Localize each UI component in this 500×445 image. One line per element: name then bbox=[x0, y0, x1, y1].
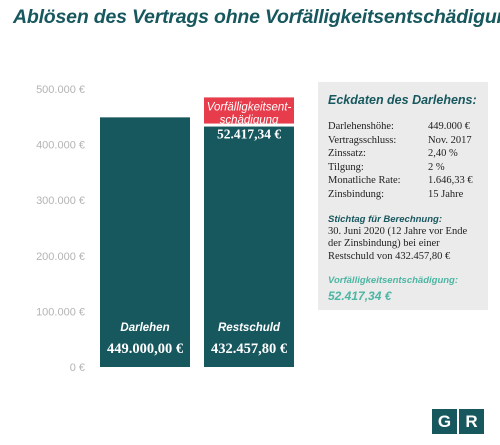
info-row: Vertragsschluss: Nov. 2017 bbox=[328, 134, 478, 148]
info-row-value: 15 Jahre bbox=[428, 188, 464, 200]
info-rows: Darlehenshöhe: 449.000 € Vertragsschluss: N… bbox=[328, 120, 478, 202]
info-row: Zinssatz: 2,40 % bbox=[328, 147, 478, 161]
info-row-value: 2,40 % bbox=[428, 148, 458, 160]
info-row: Zinsbindung: 15 Jahre bbox=[328, 188, 478, 202]
penalty-heading: Vorfälligkeitsentschädigung: bbox=[328, 275, 459, 287]
info-row-label: Zinssatz: bbox=[328, 148, 366, 160]
info-row-value: 449.000 € bbox=[428, 121, 470, 132]
y-tick-label: 200.000 € bbox=[36, 251, 85, 263]
bar-chart: 0 € 100.000 € 200.000 € 300.000 € 400.000 € 5… bbox=[36, 84, 294, 374]
info-row-label: Darlehenshöhe: bbox=[328, 121, 394, 132]
y-tick-label: 0 € bbox=[70, 362, 85, 374]
info-panel-title: Eckdaten des Darlehens: bbox=[328, 93, 477, 107]
penalty-amount: 52.417,34 € bbox=[328, 289, 392, 304]
y-tick-label: 500.000 € bbox=[36, 84, 85, 96]
logo-letter-g: G bbox=[432, 409, 457, 434]
bar-restschuld bbox=[204, 126, 294, 367]
penalty-segment bbox=[204, 97, 294, 124]
info-row: Monatliche Rate: 1.646,33 € bbox=[328, 174, 478, 188]
info-row-label: Tilgung: bbox=[328, 161, 364, 173]
info-row: Tilgung: 2 % bbox=[328, 161, 478, 175]
info-row: Darlehenshöhe: 449.000 € bbox=[328, 120, 478, 134]
info-row-value: 2 % bbox=[428, 161, 445, 173]
gr-logo: G R bbox=[432, 409, 484, 434]
y-tick-label: 100.000 € bbox=[36, 306, 85, 318]
info-row-label: Zinsbindung: bbox=[328, 188, 385, 200]
bar-category-label: Restschuld bbox=[218, 322, 281, 334]
loan-info-panel: Eckdaten des Darlehens: Darlehenshöhe: 44… bbox=[318, 82, 488, 310]
logo-letter-r: R bbox=[459, 409, 484, 434]
y-tick-label: 400.000 € bbox=[36, 140, 85, 152]
penalty-label-line1: Vorfälligkeitsent- bbox=[207, 101, 292, 113]
stichtag-text: 30. Juni 2020 (12 Jahre vor Ende der Zin… bbox=[328, 225, 468, 262]
bar-value-label: 432.457,80 € bbox=[211, 341, 288, 357]
penalty-label-line2: schädigung bbox=[220, 114, 279, 126]
info-row-value: Nov. 2017 bbox=[428, 134, 472, 146]
info-row-value: 1.646,33 € bbox=[428, 175, 473, 187]
y-tick-label: 300.000 € bbox=[36, 195, 85, 207]
bar-darlehen bbox=[100, 117, 190, 367]
stichtag-heading: Stichtag für Berechnung: bbox=[328, 213, 443, 225]
penalty-value-label: 52.417,34 € bbox=[217, 126, 281, 141]
info-row-label: Vertragsschluss: bbox=[328, 134, 397, 146]
info-row-label: Monatliche Rate: bbox=[328, 175, 401, 187]
bar-category-label: Darlehen bbox=[120, 322, 169, 334]
bar-value-label: 449.000,00 € bbox=[107, 341, 184, 357]
chart-title: Ablösen des Vertrags ohne Vorfälligkeits… bbox=[13, 6, 500, 28]
